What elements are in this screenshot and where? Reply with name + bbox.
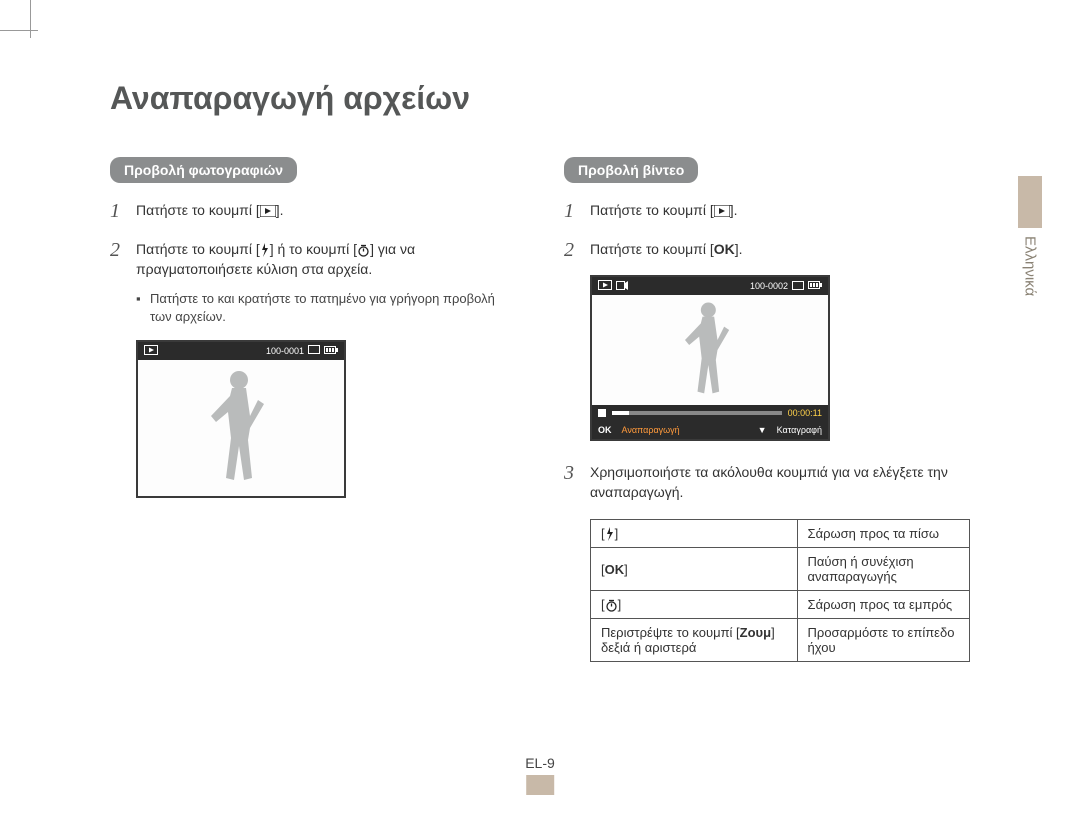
button-cell: [] (591, 519, 798, 548)
page-content: Αναπαραγωγή αρχείων Προβολή φωτογραφιών … (110, 80, 970, 662)
play-mode-icon (598, 280, 612, 292)
step-number: 2 (110, 236, 136, 265)
text-part: Πατήστε το κουμπί [ (136, 202, 260, 218)
progress-track (612, 411, 782, 415)
button-cell: Περιστρέψτε το κουμπί [Ζουμ] δεξιά ή αρι… (591, 619, 798, 662)
desc-cell: Προσαρμόστε το επίπεδο ήχου (797, 619, 969, 662)
card-icon (792, 281, 804, 292)
controls-table: [] Σάρωση προς τα πίσω [OK] Παύση ή συνέ… (590, 519, 970, 663)
step-3-right: 3 Χρησιμοποιήστε τα ακόλουθα κουμπιά για… (564, 459, 970, 503)
video-screen-mock: 100-0002 00:00:11 (590, 275, 830, 441)
step-text: Πατήστε το κουμπί [OK]. (590, 236, 970, 259)
step-text: Πατήστε το κουμπί []. (590, 197, 970, 220)
ok-label: OK (605, 562, 625, 577)
step-number: 3 (564, 459, 590, 488)
sub-bullet: ▪ Πατήστε το και κρατήστε το πατημένο γι… (136, 290, 504, 326)
step-1-right: 1 Πατήστε το κουμπί []. (564, 197, 970, 226)
page-number-accent (526, 775, 554, 795)
table-row: [OK] Παύση ή συνέχιση αναπαραγωγής (591, 548, 970, 591)
screen-body (138, 360, 344, 496)
silhouette-icon (206, 368, 276, 488)
crop-mark (0, 30, 38, 31)
down-icon: ▼ (758, 425, 767, 435)
footer-ok: OK (598, 425, 612, 435)
text-part: ]. (276, 202, 284, 218)
step-2-right: 2 Πατήστε το κουμπί [OK]. (564, 236, 970, 265)
bullet-dot: ▪ (136, 290, 150, 326)
file-counter: 100-0002 (750, 281, 788, 291)
step-number: 2 (564, 236, 590, 265)
footer-play-label: Αναπαραγωγή (622, 425, 680, 435)
tab-label: Ελληνικά (1022, 228, 1039, 296)
play-mode-icon (714, 205, 730, 217)
button-cell: [OK] (591, 548, 798, 591)
step-text: Πατήστε το κουμπί []. (136, 197, 504, 220)
section-header-photos: Προβολή φωτογραφιών (110, 157, 297, 183)
table-row: [] Σάρωση προς τα πίσω (591, 519, 970, 548)
flash-icon (260, 243, 270, 257)
zoom-label: Ζουμ (740, 625, 771, 640)
progress-bar: 00:00:11 (592, 405, 828, 421)
footer-capture-label: Καταγραφή (777, 425, 822, 435)
screen-footer: OK Αναπαραγωγή ▼ Καταγραφή (592, 421, 828, 439)
file-counter: 100-0001 (266, 346, 304, 356)
photo-screen-mock: 100-0001 (136, 340, 346, 498)
stop-icon (598, 404, 606, 422)
text-part: ] ή το κουμπί [ (270, 241, 357, 257)
step-text: Χρησιμοποιήστε τα ακόλουθα κουμπιά για ν… (590, 459, 970, 503)
play-mode-icon (144, 345, 158, 357)
step-number: 1 (564, 197, 590, 226)
desc-cell: Σάρωση προς τα εμπρός (797, 591, 969, 619)
text-part: Περιστρέψτε το κουμπί [ (601, 625, 740, 640)
page-number-text: EL-9 (525, 755, 555, 771)
battery-icon (324, 346, 338, 356)
left-column: Προβολή φωτογραφιών 1 Πατήστε το κουμπί … (110, 157, 504, 662)
battery-icon (808, 281, 822, 291)
card-icon (308, 345, 320, 356)
timer-icon (605, 599, 618, 612)
page-number: EL-9 (525, 755, 555, 795)
tab-accent (1018, 176, 1042, 228)
columns: Προβολή φωτογραφιών 1 Πατήστε το κουμπί … (110, 157, 970, 662)
table-row: [] Σάρωση προς τα εμπρός (591, 591, 970, 619)
right-column: Προβολή βίντεο 1 Πατήστε το κουμπί []. 2… (564, 157, 970, 662)
desc-cell: Παύση ή συνέχιση αναπαραγωγής (797, 548, 969, 591)
ok-label: OK (714, 241, 735, 257)
timer-icon (357, 244, 370, 257)
button-cell: [] (591, 591, 798, 619)
text-part: Πατήστε το κουμπί [ (590, 202, 714, 218)
play-time: 00:00:11 (788, 408, 822, 418)
text-part: ]. (735, 241, 743, 257)
crop-mark (30, 0, 31, 38)
screen-top-bar: 100-0001 (138, 342, 344, 360)
page-title: Αναπαραγωγή αρχείων (110, 80, 970, 117)
step-number: 1 (110, 197, 136, 226)
screen-top-bar: 100-0002 (592, 277, 828, 295)
section-header-video: Προβολή βίντεο (564, 157, 698, 183)
step-1-left: 1 Πατήστε το κουμπί []. (110, 197, 504, 226)
video-icon (616, 281, 628, 292)
play-mode-icon (260, 205, 276, 217)
step-2-left: 2 Πατήστε το κουμπί [] ή το κουμπί [] γι… (110, 236, 504, 280)
screen-body (592, 295, 828, 405)
language-tab: Ελληνικά (1018, 176, 1042, 326)
text-part: Πατήστε το κουμπί [ (136, 241, 260, 257)
text-part: ]. (730, 202, 738, 218)
table-row: Περιστρέψτε το κουμπί [Ζουμ] δεξιά ή αρι… (591, 619, 970, 662)
step-text: Πατήστε το κουμπί [] ή το κουμπί [] για … (136, 236, 504, 280)
bullet-text: Πατήστε το και κρατήστε το πατημένο για … (150, 290, 504, 326)
flash-icon (605, 527, 615, 541)
silhouette-icon (680, 300, 740, 400)
desc-cell: Σάρωση προς τα πίσω (797, 519, 969, 548)
text-part: Πατήστε το κουμπί [ (590, 241, 714, 257)
